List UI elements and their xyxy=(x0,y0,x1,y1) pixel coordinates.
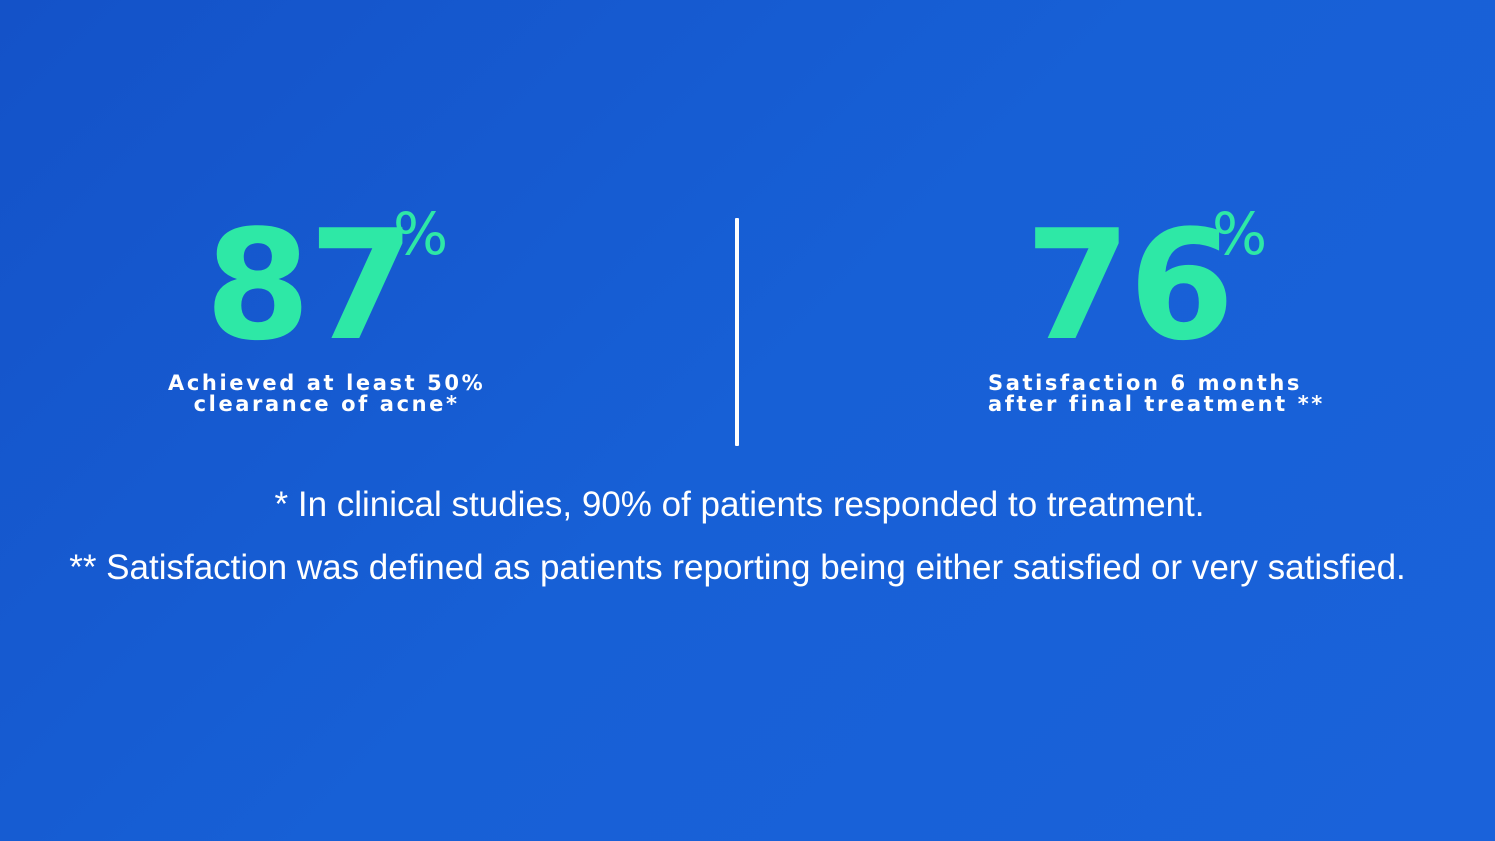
stat-caption: Satisfaction 6 months after final treatm… xyxy=(988,373,1325,415)
stat-caption-line-1: Achieved at least 50% xyxy=(168,371,486,395)
footnote-satisfaction-definition: ** Satisfaction was defined as patients … xyxy=(69,548,1406,587)
percent-sign: % xyxy=(1212,200,1268,268)
stat-caption-line-2: after final treatment ** xyxy=(988,392,1325,416)
stat-value: 87 xyxy=(205,197,415,374)
stat-caption-line-1: Satisfaction 6 months xyxy=(988,371,1302,395)
stat-value: 76 xyxy=(1025,197,1235,374)
footnote-clinical-studies: * In clinical studies, 90% of patients r… xyxy=(274,485,1205,524)
stat-caption: Achieved at least 50% clearance of acne* xyxy=(168,373,485,415)
vertical-divider xyxy=(735,218,739,446)
percent-sign: % xyxy=(393,200,449,268)
stat-caption-line-2: clearance of acne* xyxy=(193,392,460,416)
